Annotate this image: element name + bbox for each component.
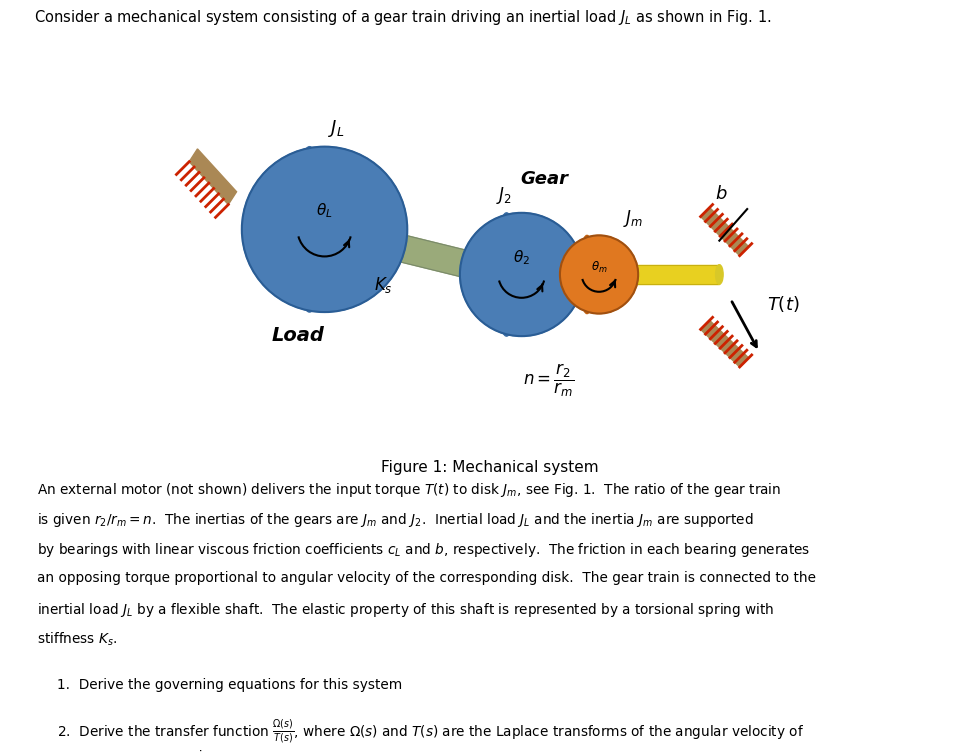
Text: by bearings with linear viscous friction coefficients $c_L$ and $b$, respectivel: by bearings with linear viscous friction… [37, 541, 810, 559]
Text: Consider a mechanical system consisting of a gear train driving an inertial load: Consider a mechanical system consisting … [34, 8, 772, 27]
Text: the load $\omega(t) = \dot{\theta}_L(t)$ and torque, $T(t)$, respectively.: the load $\omega(t) = \dot{\theta}_L(t)$… [91, 749, 434, 752]
Text: $J_2$: $J_2$ [496, 185, 512, 206]
Text: inertial load $J_L$ by a flexible shaft.  The elastic property of this shaft is : inertial load $J_L$ by a flexible shaft.… [37, 601, 774, 619]
Polygon shape [189, 149, 236, 205]
Text: 1.  Derive the governing equations for this system: 1. Derive the governing equations for th… [57, 678, 402, 692]
Text: 2.  Derive the transfer function $\frac{\Omega(s)}{T(s)}$, where $\Omega(s)$ and: 2. Derive the transfer function $\frac{\… [57, 719, 804, 746]
Polygon shape [599, 265, 719, 284]
Text: An external motor (not shown) delivers the input torque $T(t)$ to disk $J_m$, se: An external motor (not shown) delivers t… [37, 481, 782, 499]
Text: stiffness $K_s$.: stiffness $K_s$. [37, 631, 118, 648]
Ellipse shape [579, 235, 595, 314]
Text: $J_L$: $J_L$ [327, 118, 344, 139]
Text: Figure 1: Mechanical system: Figure 1: Mechanical system [381, 460, 599, 475]
Ellipse shape [496, 213, 517, 336]
Polygon shape [321, 217, 503, 285]
Text: $\theta_m$: $\theta_m$ [591, 259, 608, 274]
Ellipse shape [460, 213, 583, 336]
Polygon shape [701, 208, 749, 256]
Ellipse shape [242, 147, 408, 312]
Text: $b$: $b$ [715, 185, 728, 203]
Ellipse shape [715, 265, 723, 284]
Text: Gear: Gear [520, 170, 568, 188]
Text: is given $r_2/r_m = n$.  The inertias of the gears are $J_m$ and $J_2$.  Inertia: is given $r_2/r_m = n$. The inertias of … [37, 511, 754, 529]
Ellipse shape [560, 235, 638, 314]
Polygon shape [701, 320, 749, 367]
Text: $T(t)$: $T(t)$ [766, 294, 800, 314]
Text: $\theta_L$: $\theta_L$ [317, 202, 333, 220]
Text: $n = \dfrac{r_2}{r_m}$: $n = \dfrac{r_2}{r_m}$ [523, 362, 574, 399]
Text: $\theta_2$: $\theta_2$ [514, 249, 530, 267]
Text: $J_m$: $J_m$ [623, 208, 643, 229]
Text: Load: Load [271, 326, 324, 344]
Ellipse shape [295, 147, 324, 312]
Text: $K_s$: $K_s$ [373, 274, 393, 295]
Text: an opposing torque proportional to angular velocity of the corresponding disk.  : an opposing torque proportional to angul… [37, 571, 816, 585]
